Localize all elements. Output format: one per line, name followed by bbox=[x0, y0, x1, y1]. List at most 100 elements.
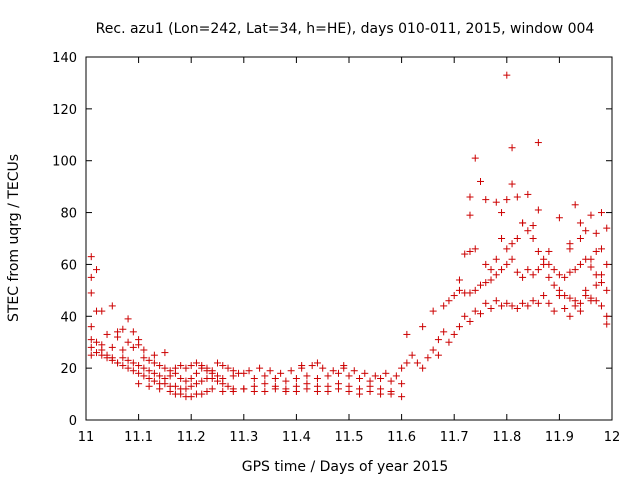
data-point bbox=[324, 387, 332, 395]
data-point bbox=[261, 387, 269, 395]
data-point bbox=[519, 273, 527, 281]
data-point bbox=[398, 393, 406, 401]
data-point bbox=[529, 297, 537, 305]
data-point bbox=[98, 341, 106, 349]
y-axis-label: STEC from uqrg / TECUs bbox=[6, 154, 22, 322]
data-point bbox=[98, 351, 106, 359]
data-point bbox=[550, 266, 558, 274]
data-point bbox=[492, 198, 500, 206]
data-point bbox=[576, 307, 584, 315]
data-point bbox=[98, 307, 106, 315]
data-point bbox=[555, 271, 563, 279]
data-point bbox=[219, 375, 227, 383]
data-point bbox=[240, 385, 248, 393]
data-point bbox=[87, 351, 95, 359]
data-point bbox=[413, 359, 421, 367]
data-point bbox=[492, 271, 500, 279]
data-point bbox=[576, 219, 584, 227]
data-point bbox=[156, 372, 164, 380]
data-point bbox=[513, 235, 521, 242]
data-point bbox=[192, 380, 200, 388]
data-point bbox=[108, 302, 116, 310]
y-tick-label: 0 bbox=[69, 414, 77, 429]
x-tick-label: 11.8 bbox=[492, 430, 521, 445]
data-point bbox=[482, 299, 490, 307]
data-point bbox=[319, 364, 327, 372]
data-point bbox=[203, 387, 211, 395]
data-point bbox=[140, 346, 148, 354]
data-point bbox=[114, 333, 122, 341]
data-point bbox=[508, 144, 516, 152]
data-point bbox=[171, 382, 179, 390]
data-point bbox=[540, 292, 548, 300]
data-point bbox=[513, 193, 521, 201]
data-point bbox=[487, 276, 495, 284]
data-point bbox=[135, 341, 143, 349]
data-point bbox=[545, 273, 553, 281]
data-point bbox=[508, 302, 516, 310]
data-point bbox=[561, 273, 569, 281]
data-point bbox=[524, 302, 532, 310]
data-point bbox=[124, 338, 132, 346]
data-point bbox=[361, 369, 369, 377]
data-point bbox=[313, 387, 321, 395]
data-point bbox=[534, 266, 542, 274]
data-point bbox=[450, 292, 458, 300]
data-point bbox=[87, 343, 95, 351]
data-point bbox=[256, 364, 264, 372]
y-tick-label: 100 bbox=[52, 155, 77, 170]
data-point bbox=[550, 281, 558, 289]
data-point bbox=[519, 219, 527, 227]
data-point bbox=[466, 317, 474, 325]
data-point bbox=[592, 247, 600, 255]
data-point bbox=[576, 260, 584, 268]
data-point bbox=[382, 369, 390, 377]
data-point bbox=[187, 382, 195, 390]
y-tick-label: 20 bbox=[60, 362, 77, 377]
data-point bbox=[445, 338, 453, 346]
data-point bbox=[145, 356, 153, 364]
data-point bbox=[182, 364, 190, 372]
data-point bbox=[471, 307, 479, 315]
data-point bbox=[466, 289, 474, 297]
x-tick-label: 11.3 bbox=[229, 430, 258, 445]
data-point bbox=[597, 302, 605, 310]
data-point bbox=[250, 375, 258, 383]
data-point bbox=[93, 338, 101, 346]
data-point bbox=[498, 266, 506, 274]
data-point bbox=[587, 255, 595, 263]
data-point bbox=[592, 229, 600, 237]
data-point bbox=[603, 320, 611, 328]
data-point bbox=[198, 377, 206, 385]
data-point bbox=[129, 367, 137, 375]
data-point bbox=[298, 362, 306, 370]
data-point bbox=[356, 375, 364, 383]
data-point bbox=[161, 375, 169, 383]
data-point bbox=[208, 367, 216, 375]
data-point bbox=[187, 362, 195, 370]
data-point bbox=[145, 382, 153, 390]
data-point bbox=[524, 227, 532, 235]
data-point bbox=[103, 354, 111, 362]
data-point bbox=[108, 356, 116, 364]
data-point bbox=[445, 297, 453, 305]
data-point bbox=[582, 227, 590, 235]
data-point bbox=[471, 245, 479, 253]
data-point bbox=[192, 359, 200, 367]
y-tick-label: 80 bbox=[60, 207, 77, 222]
data-point bbox=[182, 377, 190, 385]
data-point bbox=[545, 299, 553, 307]
data-point bbox=[87, 253, 95, 261]
data-point bbox=[503, 245, 511, 253]
data-point bbox=[214, 372, 221, 380]
data-point bbox=[108, 343, 116, 351]
chart-title: Rec. azu1 (Lon=242, Lat=34, h=HE), days … bbox=[96, 21, 595, 37]
data-point bbox=[166, 367, 174, 375]
data-point bbox=[466, 247, 474, 255]
data-point bbox=[334, 385, 342, 393]
data-point bbox=[277, 369, 285, 377]
x-tick-label: 11.1 bbox=[124, 430, 153, 445]
data-point bbox=[576, 299, 584, 307]
data-point bbox=[571, 302, 579, 310]
data-point bbox=[124, 364, 132, 372]
